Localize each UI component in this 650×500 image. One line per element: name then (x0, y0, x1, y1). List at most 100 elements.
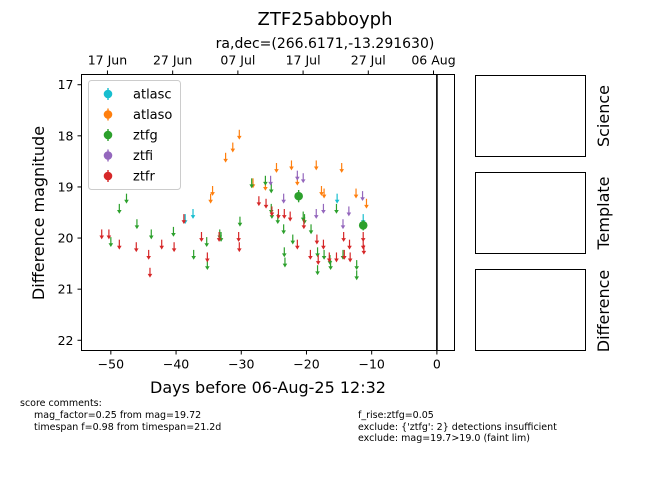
limit-arrow (302, 220, 307, 225)
limit-arrow (308, 230, 314, 235)
limit-arrow (99, 235, 105, 240)
limit-arrow (263, 181, 268, 186)
limit-arrow (147, 273, 153, 278)
limit-arrow (301, 225, 307, 230)
limit-arrow (171, 248, 177, 253)
top-tick-label: 07 Jul (220, 53, 255, 68)
plot-subtitle: ra,dec=(266.6171,-13.291630) (216, 36, 435, 52)
limit-arrow (327, 261, 333, 265)
score-comments-header: score comments: (20, 398, 102, 409)
limit-arrow (353, 194, 359, 199)
series-ztfi (268, 170, 365, 230)
score-comment-left-2: timespan f=0.98 from timespan=21.2d (34, 421, 222, 433)
limit-arrow (314, 240, 320, 245)
limit-arrow (236, 238, 241, 242)
limit-arrow (208, 199, 213, 204)
limit-arrow (210, 192, 215, 196)
score-comment-right-1: f_rise:ztfg=0.05 (358, 410, 434, 421)
legend-label-atlasc: atlasc (133, 88, 172, 103)
limit-arrow (287, 217, 293, 222)
limit-arrow (199, 238, 204, 242)
limit-arrow (334, 209, 339, 214)
limit-arrow (190, 215, 196, 219)
limit-arrow (281, 230, 286, 235)
y-tick-label: 18 (58, 128, 74, 143)
limit-arrow (315, 253, 320, 258)
x-axis-label: Days before 06-Aug-25 12:32 (150, 378, 386, 397)
limit-arrow (295, 181, 300, 186)
legend: atlasc atlaso ztfg ztfi ztfr (88, 80, 181, 190)
limit-arrow (216, 238, 222, 242)
plot-layer (99, 74, 438, 351)
limit-arrow (146, 255, 151, 260)
panel-science: Science (475, 75, 613, 157)
limit-arrow (354, 266, 359, 271)
limit-arrow (268, 189, 274, 194)
panel-template-frame (475, 172, 586, 254)
top-tick-label: 27 Jul (351, 53, 386, 68)
limit-arrow (295, 176, 300, 181)
limit-arrow (274, 169, 279, 173)
limit-arrow (308, 255, 313, 260)
limit-arrow (346, 212, 352, 217)
legend-marker (103, 110, 113, 119)
axis-layer: −50 −40 −30 −20 −10 0 17 18 19 20 21 22 17 Jun 27 Jun… (58, 53, 456, 372)
detection-point (294, 191, 303, 201)
limit-arrow (321, 209, 326, 214)
limit-arrow (256, 202, 262, 207)
series-ztfg-detections (294, 190, 368, 231)
panel-template: Template (475, 172, 613, 254)
x-tick-label: −20 (293, 357, 319, 372)
limit-arrow (313, 215, 319, 219)
limit-arrow (326, 258, 332, 263)
limit-arrow (334, 199, 340, 204)
limit-arrow (282, 253, 287, 258)
y-tick-label: 17 (58, 77, 74, 92)
limit-arrow (315, 271, 320, 276)
legend-label-ztfr: ztfr (133, 170, 155, 185)
legend-marker (103, 130, 113, 140)
limit-arrow (237, 222, 243, 227)
limit-arrow (319, 192, 324, 196)
limit-arrow (275, 220, 281, 225)
limit-arrow (106, 235, 112, 240)
legend-marker (103, 151, 113, 160)
limit-arrow (205, 266, 210, 271)
series-ztfg (108, 175, 359, 281)
plot-area (81, 74, 455, 351)
limit-arrow (290, 240, 296, 245)
limit-arrow (289, 166, 294, 171)
limit-arrow (171, 232, 176, 237)
limit-arrow (269, 212, 275, 217)
limit-arrow (133, 248, 139, 253)
limit-arrow (249, 184, 254, 189)
y-tick-label: 19 (58, 179, 74, 194)
legend-box (88, 80, 181, 190)
limit-arrow (300, 179, 306, 184)
limit-arrow (281, 199, 286, 204)
top-tick-label: 06 Aug (411, 53, 455, 68)
limit-arrow (124, 199, 129, 204)
x-tick-label: 0 (433, 357, 441, 372)
limit-arrow (360, 197, 365, 202)
top-tick-label: 27 Jun (153, 53, 192, 68)
limit-arrow (295, 245, 300, 250)
legend-label-atlaso: atlaso (133, 108, 172, 123)
limit-arrow (347, 245, 352, 250)
legend-label-ztfi: ztfi (133, 149, 153, 164)
detection-point (358, 220, 368, 230)
x-tick-label: −30 (228, 357, 254, 372)
limit-arrow (276, 215, 281, 219)
limit-arrow (263, 186, 268, 191)
panel-science-frame (475, 75, 586, 157)
limit-arrow (315, 261, 321, 265)
limit-arrow (181, 220, 187, 225)
top-tick-label: 17 Jul (286, 53, 321, 68)
limit-arrow (134, 225, 140, 230)
limit-arrow (117, 209, 122, 214)
limit-arrow (237, 248, 242, 253)
limit-arrow (223, 158, 228, 163)
limit-arrow (269, 215, 275, 219)
limit-arrow (364, 204, 369, 209)
